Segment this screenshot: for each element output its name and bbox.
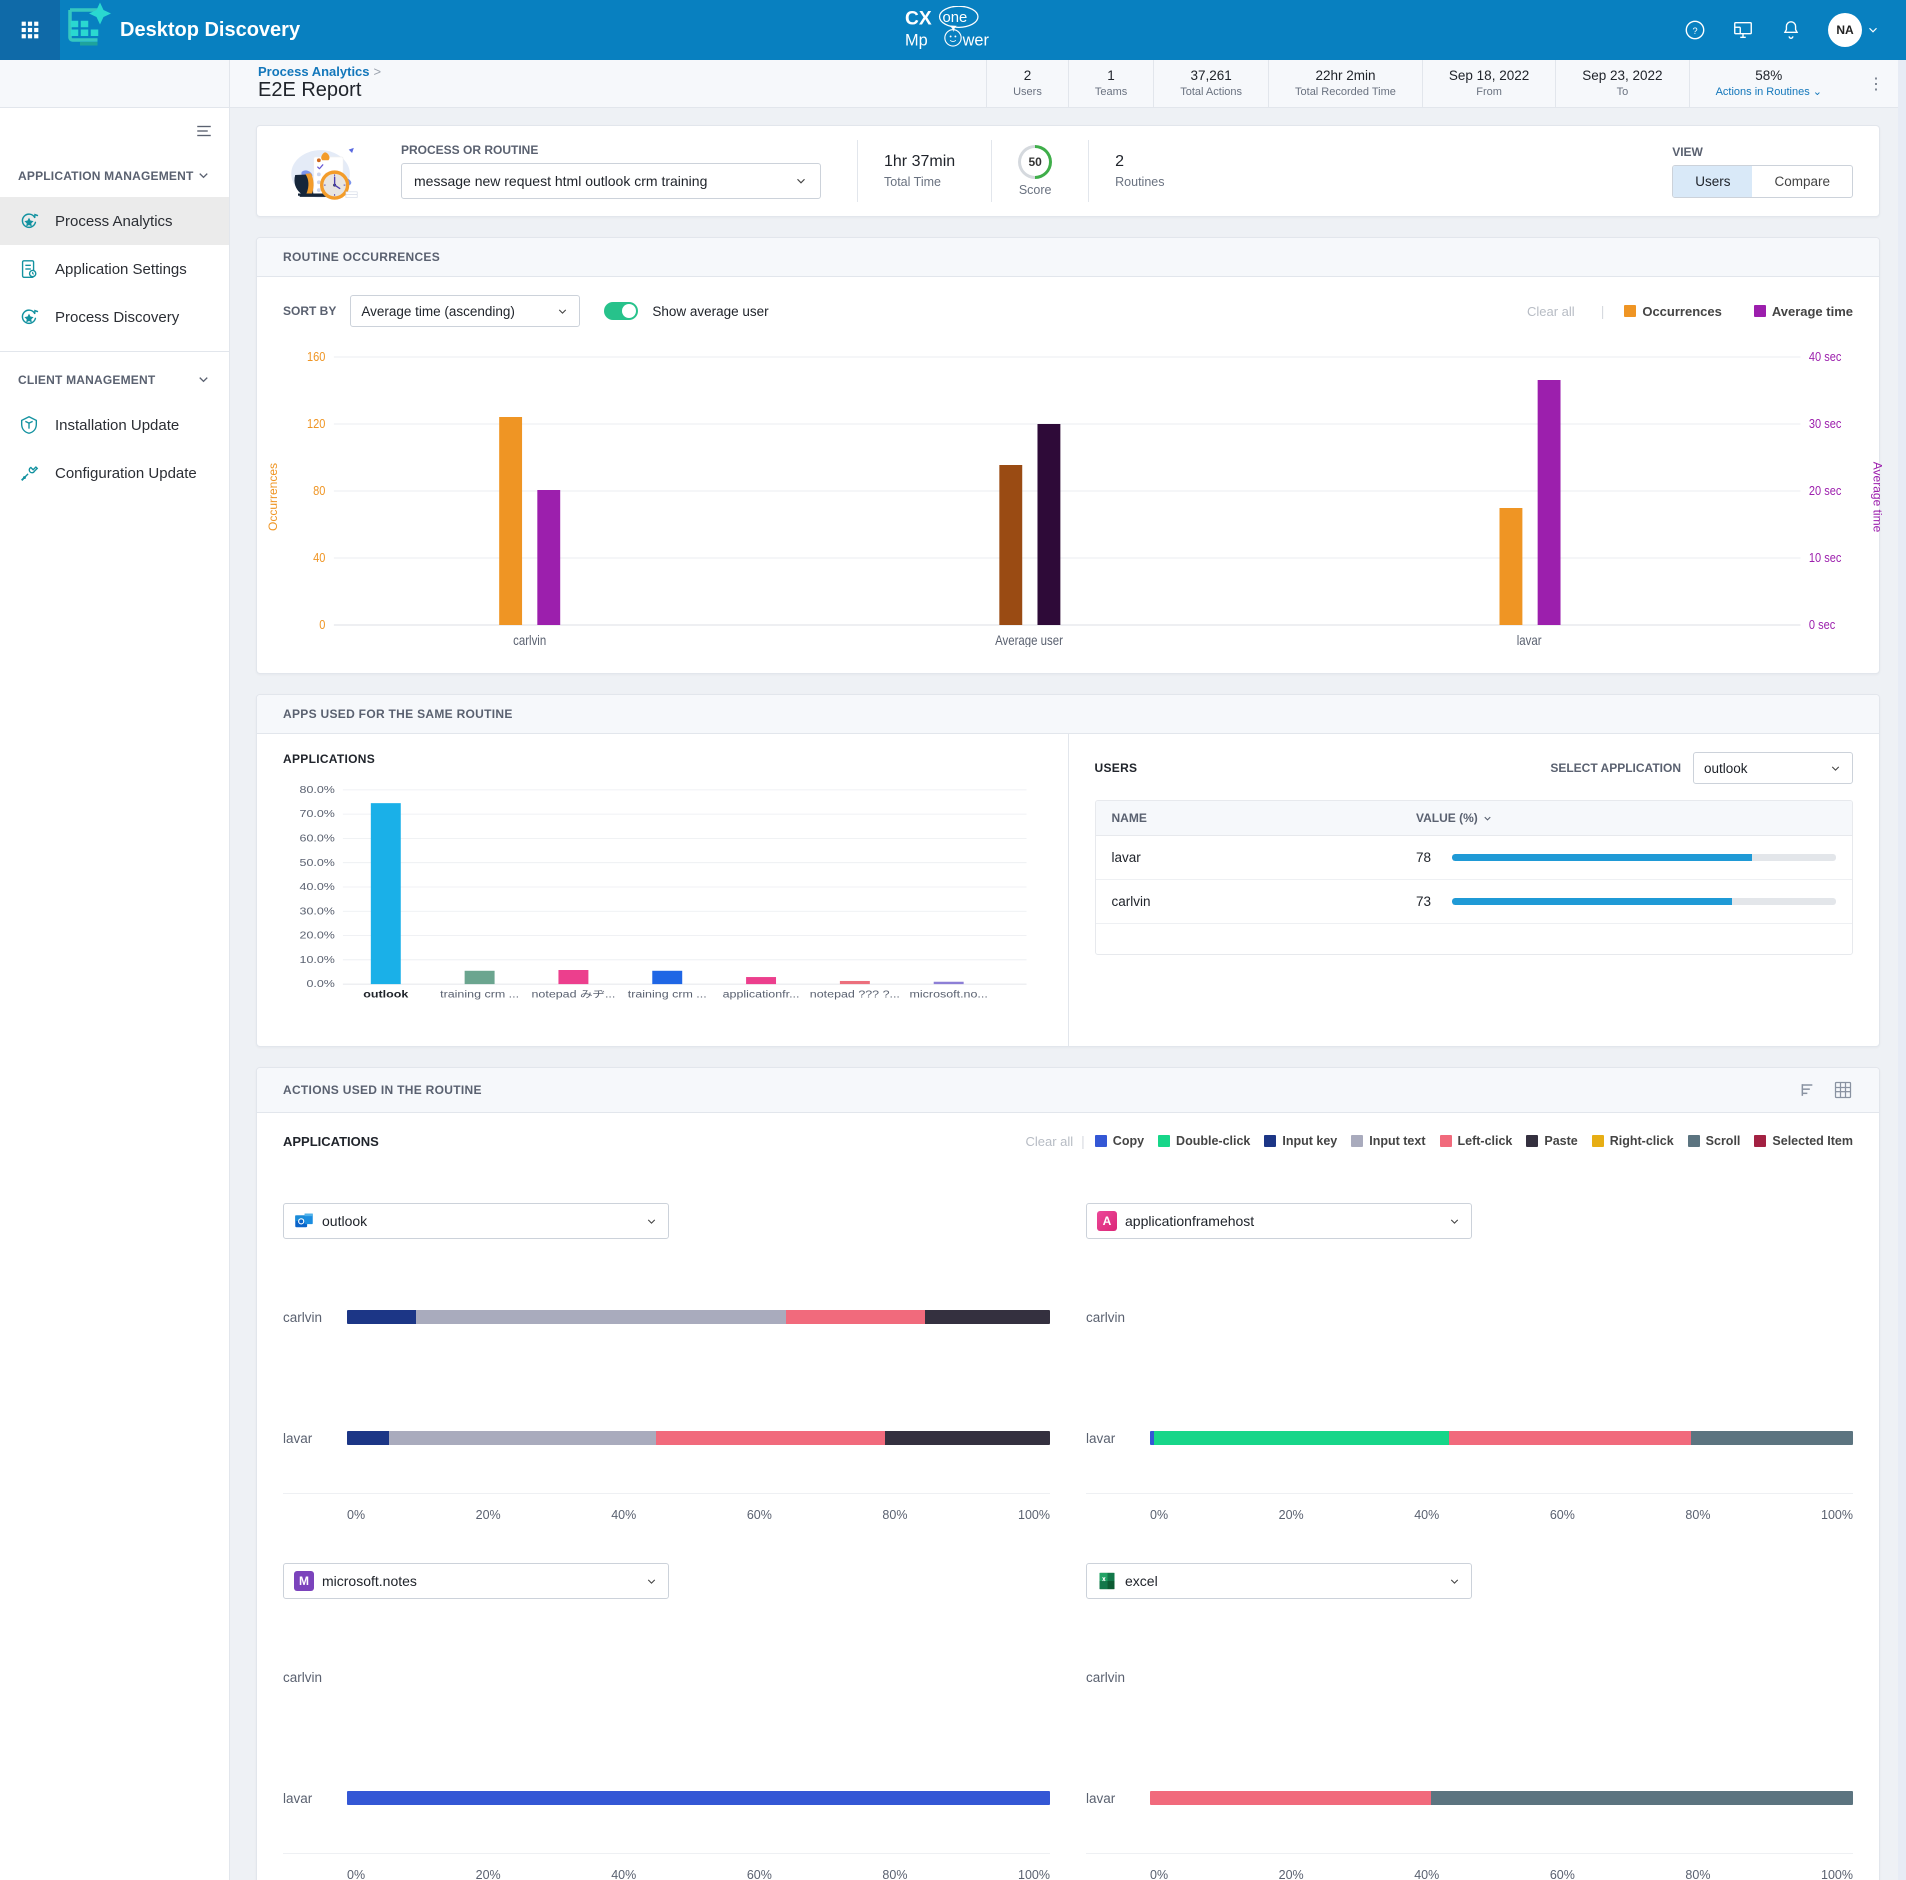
svg-text:Average user: Average user <box>995 633 1063 647</box>
svg-text:20.0%: 20.0% <box>300 931 335 941</box>
svg-text:Mp: Mp <box>905 32 928 50</box>
svg-text:?: ? <box>1692 26 1697 36</box>
svg-text:one: one <box>942 10 967 26</box>
svg-text:80: 80 <box>313 483 326 498</box>
svg-text:CX: CX <box>905 8 932 29</box>
svg-text:notepad ??? ?...: notepad ??? ?... <box>810 990 900 1000</box>
svg-text:30.0%: 30.0% <box>300 907 335 917</box>
svg-text:0: 0 <box>319 617 325 632</box>
svg-text:outlook: outlook <box>363 990 409 1000</box>
svg-text:50.0%: 50.0% <box>300 858 335 868</box>
svg-text:40 sec: 40 sec <box>1809 349 1841 364</box>
svg-text:notepad みヂ...: notepad みヂ... <box>532 989 616 1000</box>
svg-text:training crm ...: training crm ... <box>440 990 519 1000</box>
svg-text:applicationfr...: applicationfr... <box>723 990 800 1000</box>
svg-text:30 sec: 30 sec <box>1809 416 1841 431</box>
svg-text:80.0%: 80.0% <box>300 785 335 795</box>
svg-text:microsoft.no...: microsoft.no... <box>910 990 988 1000</box>
svg-text:wer: wer <box>962 32 990 50</box>
svg-text:160: 160 <box>307 349 326 364</box>
svg-text:20 sec: 20 sec <box>1809 483 1841 498</box>
svg-text:0.0%: 0.0% <box>306 979 334 989</box>
svg-text:training crm ...: training crm ... <box>628 990 707 1000</box>
svg-text:0 sec: 0 sec <box>1809 617 1835 632</box>
svg-text:10 sec: 10 sec <box>1809 550 1841 565</box>
svg-text:carlvin: carlvin <box>513 633 546 647</box>
svg-text:120: 120 <box>307 416 326 431</box>
svg-text:lavar: lavar <box>1517 633 1542 647</box>
svg-text:10.0%: 10.0% <box>300 955 335 965</box>
svg-text:40.0%: 40.0% <box>300 882 335 892</box>
svg-text:70.0%: 70.0% <box>300 809 335 819</box>
svg-text:40: 40 <box>313 550 326 565</box>
svg-text:60.0%: 60.0% <box>300 834 335 844</box>
